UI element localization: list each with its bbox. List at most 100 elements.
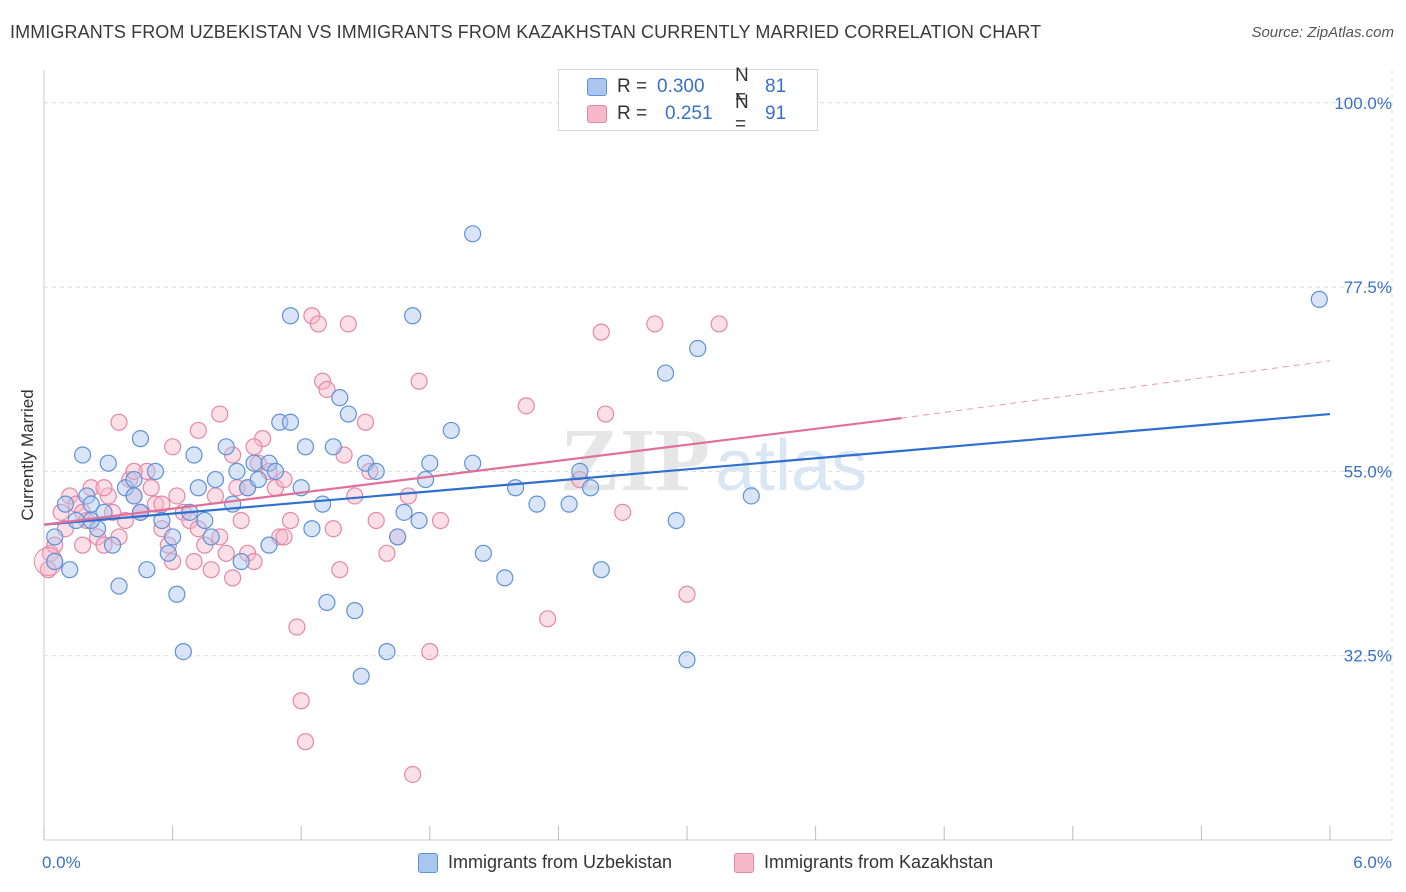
data-point-uzbekistan [159, 544, 177, 562]
data-point-uzbekistan [367, 462, 385, 480]
data-point-kazakhstan [164, 552, 182, 571]
data-point-uzbekistan [78, 487, 96, 505]
data-point-kazakhstan [678, 585, 696, 603]
data-point-uzbekistan [560, 495, 578, 513]
data-point-uzbekistan [667, 511, 685, 530]
data-point-kazakhstan [710, 315, 728, 333]
data-point-uzbekistan [232, 552, 250, 571]
watermark: ZIP atlas [560, 411, 867, 510]
data-point-kazakhstan [275, 528, 293, 546]
data-point-uzbekistan [266, 462, 285, 480]
data-point-uzbekistan [46, 528, 64, 546]
watermark-atlas: atlas [715, 426, 867, 506]
data-point-kazakhstan [309, 315, 327, 333]
data-point-kazakhstan [404, 765, 422, 784]
data-point-uzbekistan [346, 602, 364, 620]
data-point-uzbekistan [318, 593, 336, 612]
axes [43, 70, 1392, 841]
data-point-uzbekistan [464, 454, 482, 472]
trend-line-uzbekistan [43, 412, 1331, 526]
data-point-uzbekistan [352, 667, 370, 685]
data-point-kazakhstan [232, 511, 250, 530]
data-point-uzbekistan [131, 430, 150, 448]
data-point-kazakhstan [245, 438, 263, 456]
data-point-uzbekistan [217, 438, 235, 456]
data-point-uzbekistan [110, 577, 128, 595]
r-label: R = [617, 103, 648, 124]
data-point-kazakhstan [202, 561, 220, 579]
data-point-kazakhstan [146, 495, 165, 513]
data-point-kazakhstan [52, 503, 70, 521]
kazakhstan-legend-swatch [734, 852, 754, 873]
data-point-uzbekistan [378, 642, 396, 661]
data-point-uzbekistan [228, 462, 246, 480]
data-point-kazakhstan [288, 618, 306, 636]
data-point-uzbekistan [592, 561, 610, 579]
trend-line-kazakhstan-extension [901, 360, 1331, 419]
x-tick-label: 0.0% [42, 853, 81, 872]
data-point-uzbekistan [153, 511, 171, 530]
data-point-uzbekistan [202, 528, 220, 546]
data-point-kazakhstan [314, 372, 332, 390]
data-point-kazakhstan [324, 520, 342, 538]
data-point-kazakhstan [281, 511, 300, 530]
data-point-kazakhstan [292, 692, 310, 710]
data-point-kazakhstan [245, 552, 263, 571]
data-point-uzbekistan [416, 470, 435, 489]
data-point-kazakhstan [318, 380, 336, 399]
data-point-uzbekistan [689, 339, 707, 358]
data-point-kazakhstan [296, 733, 315, 751]
r-value: 0.251 [665, 103, 713, 124]
data-point-uzbekistan [73, 446, 92, 464]
data-point-uzbekistan [125, 487, 143, 505]
data-point-uzbekistan [389, 528, 407, 546]
data-point-uzbekistan [103, 536, 122, 554]
n-value: 91 [765, 103, 787, 124]
data-point-uzbekistan [174, 642, 192, 661]
data-point-uzbekistan [146, 462, 165, 480]
data-point-uzbekistan [164, 528, 182, 546]
y-tick-label: 77.5% [1344, 278, 1392, 297]
data-point-uzbekistan [339, 405, 357, 423]
data-point-uzbekistan [196, 511, 214, 530]
tick-labels: 32.5% 55.0% 77.5% 100.0% 0.0% 6.0% [42, 94, 1392, 872]
legend-item-kazakhstan[interactable]: Immigrants from Kazakhstan [734, 852, 993, 873]
trend-line-kazakhstan [43, 417, 902, 526]
uzbekistan-legend-swatch [418, 852, 438, 873]
data-point-kazakhstan [189, 421, 207, 440]
data-point-uzbekistan [46, 552, 64, 571]
data-point-uzbekistan [281, 413, 300, 431]
data-point-uzbekistan [99, 454, 117, 472]
data-point-uzbekistan [138, 561, 156, 579]
data-point-uzbekistan [421, 454, 439, 472]
data-point-kazakhstan [431, 511, 450, 530]
data-point-kazakhstan [121, 470, 139, 489]
data-point-uzbekistan [581, 479, 600, 497]
chart-title: IMMIGRANTS FROM UZBEKISTAN VS IMMIGRANTS… [10, 22, 1042, 42]
data-point-kazakhstan [217, 544, 235, 562]
data-point-uzbekistan [281, 307, 300, 325]
data-point-uzbekistan [464, 225, 482, 243]
watermark-zip: ZIP [560, 411, 710, 510]
data-point-uzbekistan [168, 585, 186, 603]
data-point-uzbekistan [442, 421, 460, 440]
legend-item-uzbekistan[interactable]: Immigrants from Uzbekistan [418, 852, 672, 873]
y-tick-label: 100.0% [1334, 94, 1392, 113]
data-point-uzbekistan [189, 479, 207, 497]
data-point-uzbekistan [206, 470, 225, 489]
data-point-uzbekistan [324, 438, 342, 456]
data-point-uzbekistan [496, 569, 514, 587]
data-point-uzbekistan [395, 503, 413, 521]
data-point-kazakhstan [399, 487, 417, 505]
data-point-kazakhstan [339, 315, 357, 333]
data-point-kazakhstan [356, 413, 375, 431]
n-value: 81 [765, 76, 787, 97]
stats-row-kazakhstan: R = 0.251 N = 91 [559, 92, 787, 135]
data-point-uzbekistan [506, 479, 525, 497]
data-point-uzbekistan [474, 544, 492, 562]
data-point-kazakhstan [185, 552, 203, 571]
data-point-uzbekistan [249, 470, 267, 489]
legend-label-kazakhstan: Immigrants from Kazakhstan [764, 852, 994, 872]
data-point-uzbekistan [61, 561, 79, 579]
